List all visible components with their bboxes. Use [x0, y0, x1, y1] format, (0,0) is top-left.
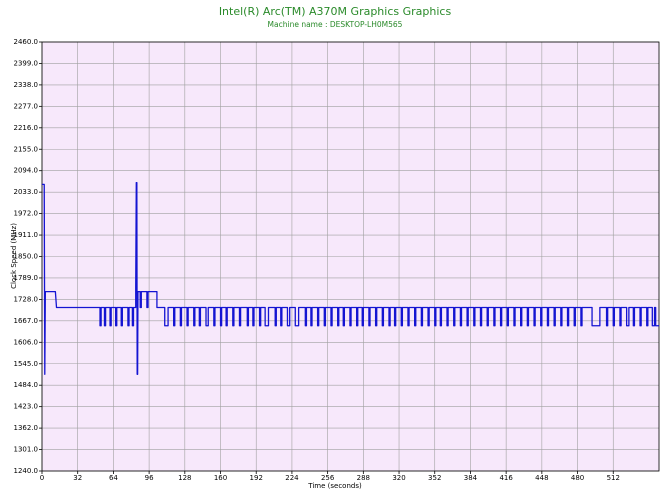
x-tick-label: 256 [321, 474, 335, 482]
x-tick-label: 320 [392, 474, 405, 482]
y-tick-label: 1911.0 [14, 231, 39, 239]
x-tick-label: 480 [571, 474, 584, 482]
x-tick-label: 224 [285, 474, 299, 482]
x-tick-label: 192 [250, 474, 263, 482]
y-tick-label: 2460.0 [14, 38, 39, 46]
y-tick-label: 1606.0 [14, 338, 39, 346]
y-tick-label: 1545.0 [14, 360, 39, 368]
y-tick-label: 2277.0 [14, 102, 39, 110]
y-tick-label: 1789.0 [14, 274, 39, 282]
x-tick-label: 416 [499, 474, 513, 482]
y-tick-label: 1240.0 [14, 467, 39, 475]
y-tick-label: 1301.0 [14, 446, 39, 454]
y-tick-label: 1667.0 [14, 317, 39, 325]
x-tick-label: 352 [428, 474, 441, 482]
x-tick-label: 32 [73, 474, 82, 482]
y-axis-label: Clock Speed (MHz) [10, 223, 18, 289]
x-tick-label: 160 [214, 474, 227, 482]
y-tick-label: 2155.0 [14, 145, 39, 153]
y-tick-label: 1972.0 [14, 210, 39, 218]
x-tick-label: 288 [357, 474, 370, 482]
x-tick-label: 448 [535, 474, 548, 482]
x-tick-label: 384 [464, 474, 478, 482]
x-tick-label: 64 [109, 474, 118, 482]
y-tick-label: 2094.0 [14, 167, 39, 175]
x-tick-label: 96 [145, 474, 154, 482]
y-tick-label: 1423.0 [14, 403, 39, 411]
y-tick-label: 2033.0 [14, 188, 39, 196]
y-tick-label: 1362.0 [14, 424, 39, 432]
y-tick-label: 2399.0 [14, 59, 39, 67]
y-tick-label: 1850.0 [14, 253, 39, 261]
chart-subtitle: Machine name : DESKTOP-LH0M565 [268, 20, 403, 29]
x-tick-label: 512 [607, 474, 620, 482]
chart-title: Intel(R) Arc(TM) A370M Graphics Graphics [219, 5, 452, 18]
plot-border [41, 41, 660, 472]
y-tick-label: 1484.0 [14, 381, 39, 389]
y-tick-label: 2216.0 [14, 124, 39, 132]
x-axis-label: Time (seconds) [307, 482, 362, 490]
x-tick-label: 128 [178, 474, 191, 482]
data-line [42, 182, 659, 375]
y-tick-label: 2338.0 [14, 81, 39, 89]
x-tick-label: 0 [40, 474, 44, 482]
y-tick-label: 1728.0 [14, 295, 39, 303]
